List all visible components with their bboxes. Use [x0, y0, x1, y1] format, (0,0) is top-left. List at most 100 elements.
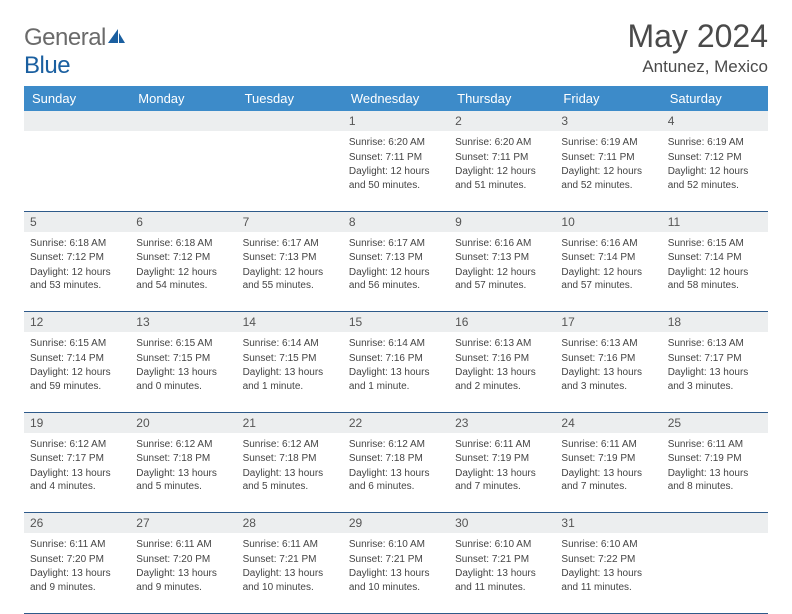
daylight-text: Daylight: 12 hours and 53 minutes.: [30, 266, 124, 293]
day-number: 1: [343, 111, 449, 131]
day-details: Sunrise: 6:16 AMSunset: 7:14 PMDaylight:…: [561, 237, 655, 293]
day-cell: Sunrise: 6:19 AMSunset: 7:12 PMDaylight:…: [662, 131, 768, 211]
sunrise-text: Sunrise: 6:16 AM: [455, 237, 549, 251]
day-details: Sunrise: 6:19 AMSunset: 7:11 PMDaylight:…: [561, 136, 655, 192]
week-row: Sunrise: 6:15 AMSunset: 7:14 PMDaylight:…: [24, 332, 768, 412]
dow-row: SundayMondayTuesdayWednesdayThursdayFrid…: [24, 86, 768, 111]
day-details: Sunrise: 6:11 AMSunset: 7:19 PMDaylight:…: [455, 438, 549, 494]
day-cell: Sunrise: 6:10 AMSunset: 7:22 PMDaylight:…: [555, 533, 661, 613]
daylight-text: Daylight: 12 hours and 51 minutes.: [455, 165, 549, 192]
day-number: 22: [343, 412, 449, 433]
daylight-text: Daylight: 13 hours and 11 minutes.: [455, 567, 549, 594]
logo-part2: Blue: [24, 52, 70, 79]
day-details: Sunrise: 6:11 AMSunset: 7:20 PMDaylight:…: [30, 538, 124, 594]
sunset-text: Sunset: 7:16 PM: [455, 352, 549, 366]
daylight-text: Daylight: 13 hours and 0 minutes.: [136, 366, 230, 393]
sunset-text: Sunset: 7:17 PM: [668, 352, 762, 366]
sunset-text: Sunset: 7:18 PM: [136, 452, 230, 466]
day-details: Sunrise: 6:11 AMSunset: 7:19 PMDaylight:…: [668, 438, 762, 494]
day-cell: Sunrise: 6:12 AMSunset: 7:17 PMDaylight:…: [24, 433, 130, 513]
day-cell: Sunrise: 6:20 AMSunset: 7:11 PMDaylight:…: [343, 131, 449, 211]
sunrise-text: Sunrise: 6:12 AM: [30, 438, 124, 452]
dow-header: Saturday: [662, 86, 768, 111]
day-details: Sunrise: 6:11 AMSunset: 7:20 PMDaylight:…: [136, 538, 230, 594]
day-cell: [237, 131, 343, 211]
sunset-text: Sunset: 7:16 PM: [561, 352, 655, 366]
sunset-text: Sunset: 7:12 PM: [30, 251, 124, 265]
day-details: Sunrise: 6:17 AMSunset: 7:13 PMDaylight:…: [243, 237, 337, 293]
day-cell: Sunrise: 6:13 AMSunset: 7:16 PMDaylight:…: [449, 332, 555, 412]
daylight-text: Daylight: 13 hours and 10 minutes.: [349, 567, 443, 594]
week-row: Sunrise: 6:11 AMSunset: 7:20 PMDaylight:…: [24, 533, 768, 613]
daylight-text: Daylight: 12 hours and 59 minutes.: [30, 366, 124, 393]
sunrise-text: Sunrise: 6:18 AM: [30, 237, 124, 251]
sunrise-text: Sunrise: 6:10 AM: [561, 538, 655, 552]
day-cell: Sunrise: 6:16 AMSunset: 7:13 PMDaylight:…: [449, 232, 555, 312]
sunrise-text: Sunrise: 6:11 AM: [455, 438, 549, 452]
daylight-text: Daylight: 12 hours and 52 minutes.: [561, 165, 655, 192]
day-details: Sunrise: 6:12 AMSunset: 7:18 PMDaylight:…: [243, 438, 337, 494]
sunrise-text: Sunrise: 6:13 AM: [668, 337, 762, 351]
day-number: 7: [237, 211, 343, 232]
sunrise-text: Sunrise: 6:11 AM: [30, 538, 124, 552]
sunrise-text: Sunrise: 6:10 AM: [349, 538, 443, 552]
day-cell: Sunrise: 6:10 AMSunset: 7:21 PMDaylight:…: [449, 533, 555, 613]
day-cell: Sunrise: 6:16 AMSunset: 7:14 PMDaylight:…: [555, 232, 661, 312]
sunset-text: Sunset: 7:15 PM: [243, 352, 337, 366]
day-number: 10: [555, 211, 661, 232]
daynum-row: 12131415161718: [24, 312, 768, 333]
sunrise-text: Sunrise: 6:16 AM: [561, 237, 655, 251]
sunrise-text: Sunrise: 6:12 AM: [136, 438, 230, 452]
day-cell: [130, 131, 236, 211]
sunrise-text: Sunrise: 6:20 AM: [349, 136, 443, 150]
daylight-text: Daylight: 13 hours and 5 minutes.: [243, 467, 337, 494]
day-details: Sunrise: 6:11 AMSunset: 7:21 PMDaylight:…: [243, 538, 337, 594]
day-details: Sunrise: 6:14 AMSunset: 7:16 PMDaylight:…: [349, 337, 443, 393]
day-details: Sunrise: 6:10 AMSunset: 7:21 PMDaylight:…: [455, 538, 549, 594]
day-details: Sunrise: 6:18 AMSunset: 7:12 PMDaylight:…: [136, 237, 230, 293]
sunrise-text: Sunrise: 6:19 AM: [561, 136, 655, 150]
day-number: 24: [555, 412, 661, 433]
sunset-text: Sunset: 7:21 PM: [243, 553, 337, 567]
daylight-text: Daylight: 12 hours and 52 minutes.: [668, 165, 762, 192]
day-number: 20: [130, 412, 236, 433]
dow-header: Monday: [130, 86, 236, 111]
daylight-text: Daylight: 12 hours and 50 minutes.: [349, 165, 443, 192]
day-details: Sunrise: 6:20 AMSunset: 7:11 PMDaylight:…: [349, 136, 443, 192]
day-details: Sunrise: 6:13 AMSunset: 7:17 PMDaylight:…: [668, 337, 762, 393]
sunrise-text: Sunrise: 6:11 AM: [243, 538, 337, 552]
day-cell: Sunrise: 6:10 AMSunset: 7:21 PMDaylight:…: [343, 533, 449, 613]
sunrise-text: Sunrise: 6:14 AM: [243, 337, 337, 351]
day-details: Sunrise: 6:15 AMSunset: 7:14 PMDaylight:…: [668, 237, 762, 293]
day-cell: Sunrise: 6:15 AMSunset: 7:14 PMDaylight:…: [24, 332, 130, 412]
day-number: 31: [555, 513, 661, 534]
sunrise-text: Sunrise: 6:20 AM: [455, 136, 549, 150]
daylight-text: Daylight: 13 hours and 5 minutes.: [136, 467, 230, 494]
day-number: 15: [343, 312, 449, 333]
day-details: Sunrise: 6:14 AMSunset: 7:15 PMDaylight:…: [243, 337, 337, 393]
sunrise-text: Sunrise: 6:15 AM: [30, 337, 124, 351]
sunset-text: Sunset: 7:13 PM: [349, 251, 443, 265]
day-details: Sunrise: 6:15 AMSunset: 7:14 PMDaylight:…: [30, 337, 124, 393]
day-number: 2: [449, 111, 555, 131]
daylight-text: Daylight: 13 hours and 10 minutes.: [243, 567, 337, 594]
day-details: Sunrise: 6:10 AMSunset: 7:21 PMDaylight:…: [349, 538, 443, 594]
header: GeneralBlue May 2024 Antunez, Mexico: [24, 18, 768, 80]
sunset-text: Sunset: 7:20 PM: [30, 553, 124, 567]
daylight-text: Daylight: 13 hours and 7 minutes.: [455, 467, 549, 494]
day-details: Sunrise: 6:13 AMSunset: 7:16 PMDaylight:…: [561, 337, 655, 393]
day-number: 27: [130, 513, 236, 534]
day-number: 18: [662, 312, 768, 333]
day-details: Sunrise: 6:11 AMSunset: 7:19 PMDaylight:…: [561, 438, 655, 494]
day-cell: [662, 533, 768, 613]
daylight-text: Daylight: 13 hours and 6 minutes.: [349, 467, 443, 494]
day-number: 6: [130, 211, 236, 232]
day-cell: Sunrise: 6:15 AMSunset: 7:14 PMDaylight:…: [662, 232, 768, 312]
sunrise-text: Sunrise: 6:15 AM: [136, 337, 230, 351]
logo-text: GeneralBlue: [24, 24, 126, 80]
dow-header: Sunday: [24, 86, 130, 111]
daynum-row: 19202122232425: [24, 412, 768, 433]
dow-header: Thursday: [449, 86, 555, 111]
day-details: Sunrise: 6:12 AMSunset: 7:18 PMDaylight:…: [136, 438, 230, 494]
day-number: 17: [555, 312, 661, 333]
